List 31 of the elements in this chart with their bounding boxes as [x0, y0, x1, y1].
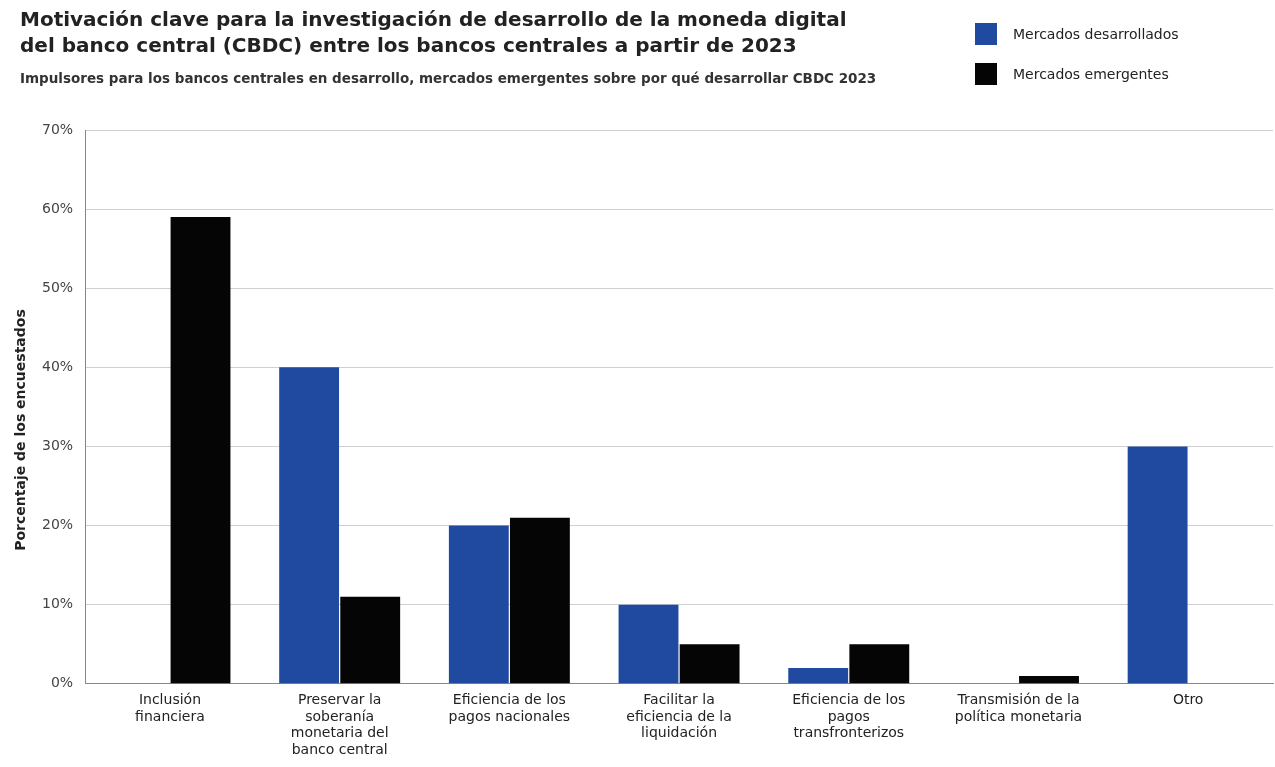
- y-tick-label: 40%: [41, 357, 74, 374]
- y-tick-label: 20%: [41, 516, 74, 533]
- y-tick-label: 60%: [41, 199, 74, 216]
- bar: [679, 644, 740, 684]
- y-tick-label: 0%: [50, 674, 74, 691]
- x-tick-label: Facilitar la eficiencia de la liquidación: [626, 690, 732, 741]
- chart-subtitle: Impulsores para los bancos centrales en desarrollo, mercados emergentes sobre por qué desarrollar CBDC 2023: [20, 70, 877, 86]
- bar: [1019, 675, 1079, 684]
- x-tick-label: Eficiencia de los pagos nacionales: [448, 690, 571, 724]
- bar: [618, 604, 679, 684]
- bar: [509, 517, 570, 684]
- y-axis-title: Porcentaje de los encuestados: [12, 309, 28, 551]
- bar: [849, 644, 910, 684]
- bar: [1127, 446, 1188, 684]
- y-tick-label: 70%: [41, 120, 74, 137]
- bar: [448, 525, 509, 684]
- y-tick-label: 10%: [41, 595, 74, 612]
- y-tick-label: 30%: [41, 437, 74, 454]
- chart-title: Motivación clave para la investigación de desarrollo de la moneda digital del banco central (CBDC) entre los bancos centrales a partir de 2023: [20, 6, 848, 58]
- x-tick-label: Transmisión de la política monetaria: [954, 690, 1083, 724]
- x-tick-label: Eficiencia de los pagos transfronterizos: [792, 690, 906, 741]
- x-tick-label: Inclusión financiera: [135, 690, 205, 724]
- bar: [279, 367, 340, 684]
- legend-label: Mercados emergentes: [1013, 66, 1169, 82]
- y-tick-label: 50%: [41, 278, 74, 295]
- x-tick-label: Preservar la soberanía monetaria del banco central: [290, 690, 389, 758]
- bar: [340, 596, 401, 684]
- x-tick-label: Otro: [1172, 690, 1204, 707]
- legend-label: Mercados desarrollados: [1013, 26, 1179, 42]
- bar: [788, 667, 849, 684]
- bar: [170, 217, 231, 684]
